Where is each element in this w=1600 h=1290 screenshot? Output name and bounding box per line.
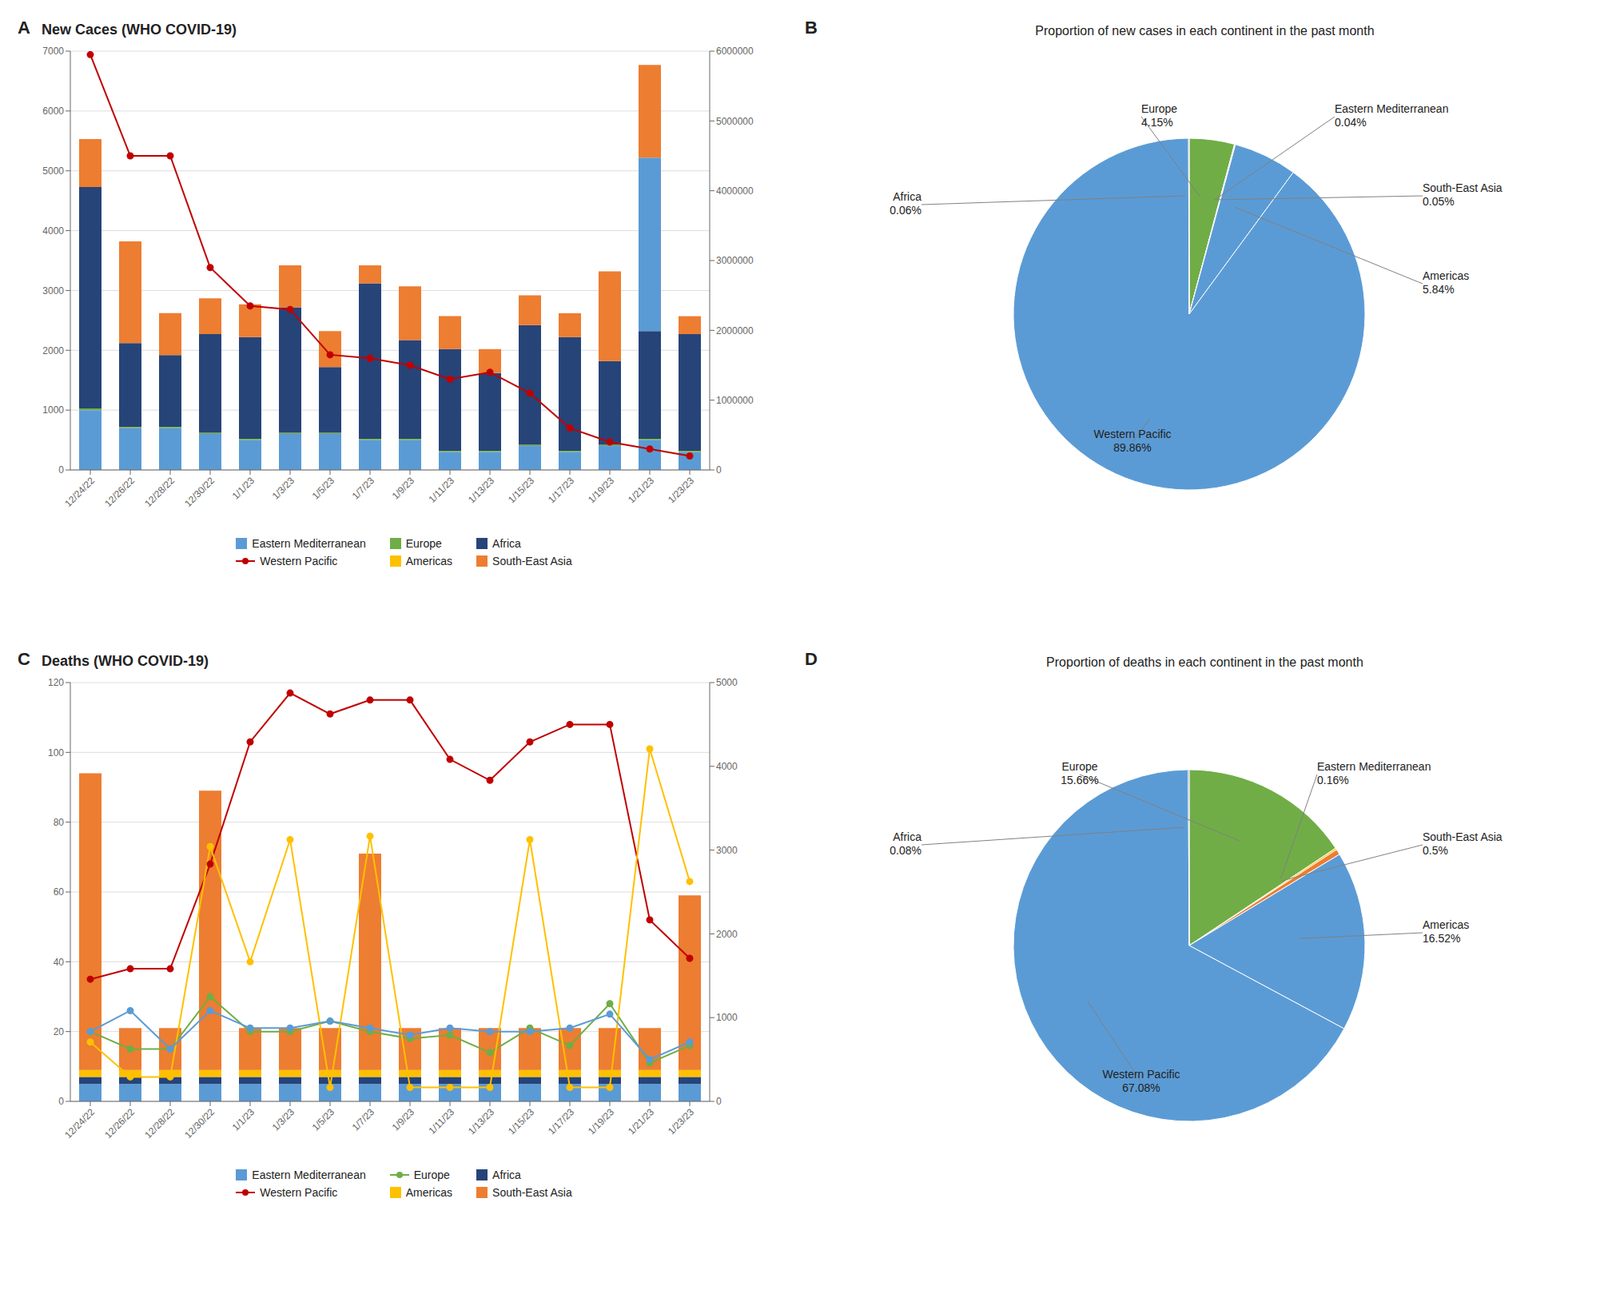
svg-text:1/21/23: 1/21/23 [625, 474, 657, 506]
html-text:B: B [804, 17, 818, 38]
svg-text:1/11/23: 1/11/23 [426, 474, 458, 506]
svg-text:1/9/23: 1/9/23 [390, 1106, 418, 1134]
svg-text:1000: 1000 [716, 1011, 738, 1023]
html-text:South-East Asia: South-East Asia [492, 554, 572, 568]
svg-text:Eastern Mediterranean0.16%: Eastern Mediterranean0.16% [1317, 760, 1431, 787]
svg-text:1/19/23: 1/19/23 [585, 474, 617, 506]
svg-text:1000000: 1000000 [716, 394, 754, 406]
html-text:Proportion of deaths in each c: Proportion of deaths in each continent i… [1046, 655, 1364, 669]
html-text:Eastern Mediterranean: Eastern Mediterranean [251, 1168, 366, 1182]
svg-text:12/30/22: 12/30/22 [182, 1106, 217, 1141]
svg-text:Europe4.15%: Europe4.15% [1141, 102, 1178, 129]
svg-text:Eastern Mediterranean0.04%: Eastern Mediterranean0.04% [1334, 102, 1449, 129]
svg-text:1/23/23: 1/23/23 [665, 1106, 697, 1137]
svg-text:12/26/22: 12/26/22 [102, 474, 137, 510]
html-text:Africa: Africa [492, 1168, 521, 1182]
svg-text:3000000: 3000000 [716, 254, 754, 267]
svg-text:1/9/23: 1/9/23 [390, 474, 418, 502]
svg-text:20: 20 [53, 1026, 65, 1038]
html-text:South-East Asia: South-East Asia [492, 1186, 572, 1199]
svg-text:0: 0 [716, 464, 722, 476]
svg-text:1/21/23: 1/21/23 [625, 1106, 657, 1137]
svg-text:1/15/23: 1/15/23 [505, 474, 537, 506]
svg-text:Africa0.08%: Africa0.08% [889, 830, 922, 857]
svg-text:3000: 3000 [716, 844, 738, 856]
html-text:New Caces (WHO COVID-19): New Caces (WHO COVID-19) [41, 21, 237, 38]
svg-text:12/28/22: 12/28/22 [142, 1106, 177, 1141]
svg-text:120: 120 [47, 676, 64, 689]
svg-text:5000000: 5000000 [716, 115, 754, 128]
svg-text:1/7/23: 1/7/23 [350, 1106, 378, 1134]
svg-text:1/19/23: 1/19/23 [585, 1106, 617, 1137]
svg-text:1/23/23: 1/23/23 [665, 474, 697, 506]
svg-text:12/26/22: 12/26/22 [102, 1106, 137, 1141]
html-text:D: D [804, 648, 818, 669]
svg-text:12/24/22: 12/24/22 [62, 1106, 97, 1141]
svg-text:5000: 5000 [716, 676, 738, 689]
svg-text:1/11/23: 1/11/23 [426, 1106, 458, 1137]
html-text:Deaths (WHO COVID-19): Deaths (WHO COVID-19) [41, 652, 209, 669]
html-text:Africa: Africa [492, 537, 521, 550]
svg-text:Africa0.06%: Africa0.06% [889, 190, 922, 217]
svg-text:5000: 5000 [42, 165, 64, 177]
svg-text:1000: 1000 [42, 404, 64, 416]
html-text:Americas: Americas [405, 1186, 453, 1199]
svg-text:12/30/22: 12/30/22 [182, 474, 217, 510]
svg-text:1/5/23: 1/5/23 [310, 474, 338, 502]
svg-text:1/3/23: 1/3/23 [270, 1106, 298, 1134]
html-text:Western Pacific: Western Pacific [259, 1186, 338, 1199]
svg-text:0: 0 [716, 1095, 722, 1107]
svg-text:2000: 2000 [42, 345, 64, 357]
svg-text:0: 0 [58, 464, 64, 476]
svg-text:2000000: 2000000 [716, 325, 754, 337]
html-text:Europe: Europe [413, 1168, 450, 1182]
html-text:C: C [17, 648, 31, 669]
html-text:A: A [17, 17, 31, 38]
svg-text:1/1/23: 1/1/23 [230, 474, 258, 502]
svg-text:1/7/23: 1/7/23 [350, 474, 378, 502]
svg-text:1/17/23: 1/17/23 [545, 1106, 577, 1137]
svg-text:1/15/23: 1/15/23 [505, 1106, 537, 1137]
svg-text:South-East Asia0.05%: South-East Asia0.05% [1422, 181, 1503, 208]
html-text:Western Pacific: Western Pacific [259, 554, 338, 568]
svg-text:1/13/23: 1/13/23 [465, 1106, 497, 1137]
html-text:Eastern Mediterranean: Eastern Mediterranean [251, 537, 366, 550]
svg-text:7000: 7000 [42, 45, 64, 57]
html-text:Proportion of new cases in eac: Proportion of new cases in each continen… [1035, 23, 1375, 38]
svg-text:4000: 4000 [42, 225, 64, 237]
svg-text:6000: 6000 [42, 105, 64, 117]
svg-text:2000: 2000 [716, 928, 738, 940]
svg-text:Americas5.84%: Americas5.84% [1422, 269, 1469, 296]
svg-text:Western Pacific89.86%: Western Pacific89.86% [1094, 427, 1172, 454]
svg-text:0: 0 [58, 1095, 64, 1107]
svg-text:40: 40 [53, 956, 65, 968]
svg-text:1/5/23: 1/5/23 [310, 1106, 338, 1134]
svg-text:6000000: 6000000 [716, 45, 754, 57]
svg-text:1/1/23: 1/1/23 [230, 1106, 258, 1134]
svg-text:12/28/22: 12/28/22 [142, 474, 177, 510]
svg-text:3000: 3000 [42, 285, 64, 297]
svg-text:Americas16.52%: Americas16.52% [1422, 918, 1469, 945]
svg-text:60: 60 [53, 886, 65, 898]
svg-text:4000: 4000 [716, 760, 738, 773]
svg-text:1/13/23: 1/13/23 [465, 474, 497, 506]
svg-text:Europe15.66%: Europe15.66% [1060, 760, 1099, 787]
svg-text:12/24/22: 12/24/22 [62, 474, 97, 510]
svg-text:4000000: 4000000 [716, 185, 754, 197]
html-text:Americas: Americas [405, 554, 453, 568]
svg-text:80: 80 [53, 816, 65, 828]
svg-text:1/17/23: 1/17/23 [545, 474, 577, 506]
html-text:Europe: Europe [405, 537, 442, 550]
svg-text:South-East Asia0.5%: South-East Asia0.5% [1422, 830, 1503, 857]
svg-text:100: 100 [47, 747, 64, 759]
svg-text:1/3/23: 1/3/23 [270, 474, 298, 502]
svg-text:Western Pacific67.08%: Western Pacific67.08% [1102, 1067, 1181, 1095]
